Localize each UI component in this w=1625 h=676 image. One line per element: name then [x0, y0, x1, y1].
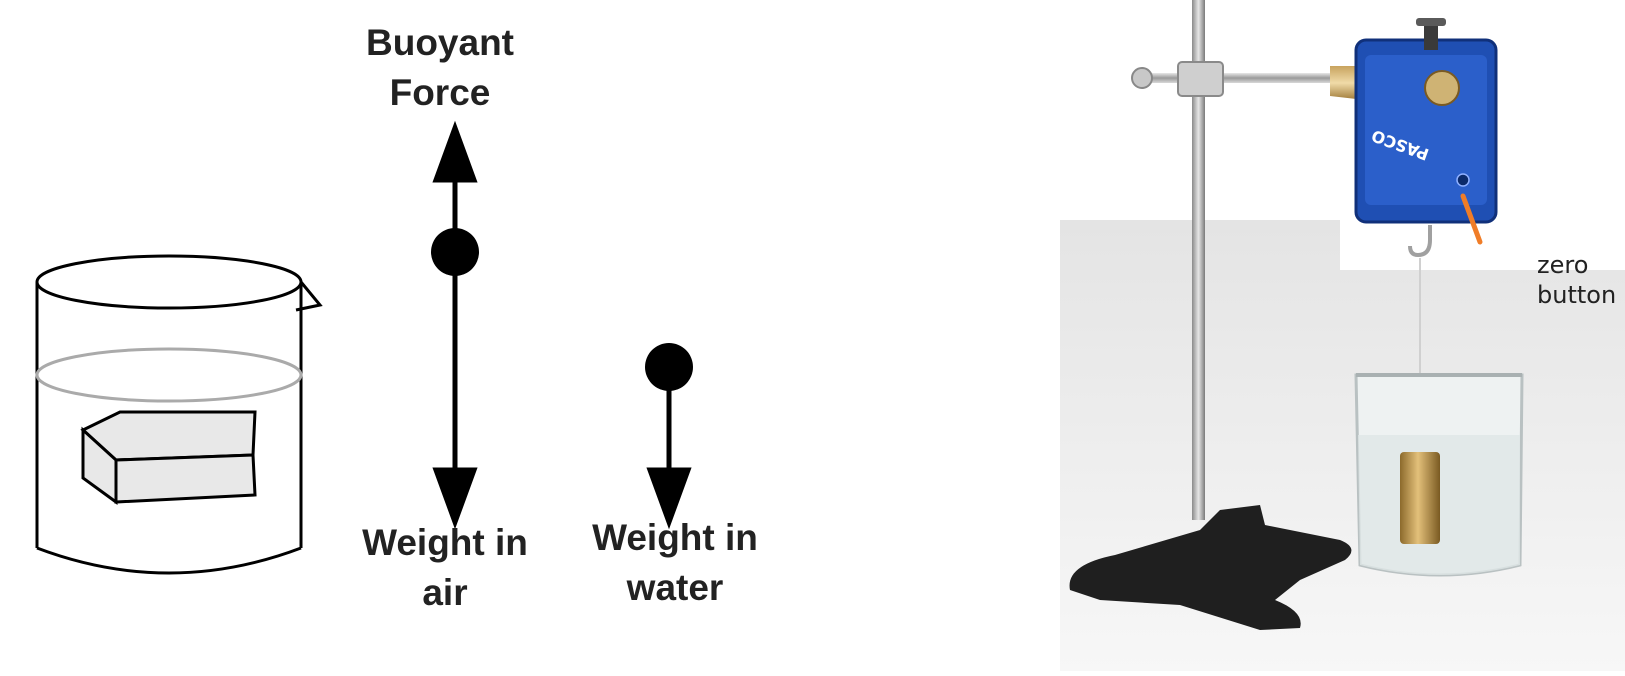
- stand-rod: [1192, 0, 1205, 520]
- weight-air-line2: air: [422, 572, 468, 613]
- rod-clamp: [1177, 61, 1224, 97]
- weight-air-line1: Weight in: [362, 522, 528, 563]
- buoyant-label-line2: Force: [389, 72, 491, 113]
- weight-water-line1: Weight in: [592, 517, 758, 558]
- apparatus-photo: PASCO: [1060, 0, 1625, 671]
- force-sensor: PASCO: [1354, 18, 1498, 224]
- brass-cylinder: [1400, 452, 1440, 544]
- photo-canvas: PASCO: [1060, 0, 1625, 671]
- weight-water-line2: water: [626, 567, 724, 608]
- diagram-canvas: [35, 120, 693, 575]
- weight-in-water-label: Weight in water: [565, 513, 785, 613]
- submerged-block: [80, 410, 257, 505]
- weight-in-air-label: Weight in air: [335, 518, 555, 618]
- zero-button-pointer: [1460, 193, 1483, 245]
- water-surface: [35, 347, 303, 403]
- buoyant-force-label: Buoyant Force: [340, 18, 540, 118]
- force-diagram: [35, 120, 693, 575]
- beaker-icon: [35, 254, 323, 575]
- clamp-knob: [1131, 67, 1153, 89]
- zero-label-line2: button: [1537, 281, 1617, 309]
- zero-label-line1: zero: [1537, 251, 1589, 279]
- air-force-arrows: [431, 120, 479, 530]
- stand-base: [1069, 505, 1352, 630]
- zero-button-label: zero button: [1537, 250, 1616, 310]
- buoyant-label-line1: Buoyant: [366, 22, 514, 63]
- zero-button-icon: [1456, 173, 1470, 187]
- clamp-rod: [1150, 73, 1360, 83]
- sensor-hook: [1408, 225, 1432, 258]
- water-force-arrow: [645, 343, 693, 530]
